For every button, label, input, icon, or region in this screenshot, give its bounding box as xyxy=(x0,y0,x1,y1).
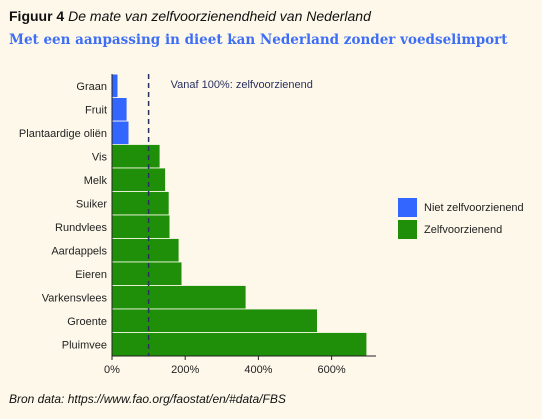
figure-subtitle: Met een aanpassing in dieet kan Nederlan… xyxy=(9,32,508,48)
category-label: Eieren xyxy=(75,269,107,281)
bar xyxy=(112,121,129,145)
category-label: Pluimvee xyxy=(62,339,107,351)
bar xyxy=(112,144,160,168)
category-label: Graan xyxy=(76,81,107,93)
legend-label: Niet zelfvoorzienend xyxy=(424,202,524,214)
category-label: Varkensvlees xyxy=(42,292,108,304)
legend-swatch xyxy=(398,198,417,217)
x-tick-label: 200% xyxy=(171,364,199,376)
bar xyxy=(112,332,367,356)
bar xyxy=(112,238,179,262)
category-label: Aardappels xyxy=(51,245,107,257)
category-label: Rundvlees xyxy=(55,222,107,234)
bar xyxy=(112,262,182,285)
category-label: Fruit xyxy=(85,104,107,116)
category-label: Suiker xyxy=(76,198,108,210)
figure-label: Figuur 4 xyxy=(9,8,65,24)
bar xyxy=(112,74,118,98)
legend-swatch xyxy=(398,220,417,239)
category-label: Vis xyxy=(92,151,108,163)
bar xyxy=(112,285,246,309)
figure-title: Figuur 4 De mate van zelfvoorzienendheid… xyxy=(9,8,371,24)
x-tick-label: 600% xyxy=(318,364,346,376)
bar xyxy=(112,309,317,332)
x-tick-label: 400% xyxy=(244,364,272,376)
bar xyxy=(112,215,170,238)
legend-label: Zelfvoorzienend xyxy=(424,224,502,236)
category-label: Plantaardige oliën xyxy=(19,128,107,140)
bar xyxy=(112,168,166,191)
x-tick-label: 0% xyxy=(104,364,120,376)
data-source: Bron data: https://www.fao.org/faostat/e… xyxy=(9,392,286,406)
category-label: Melk xyxy=(84,175,108,187)
category-label: Groente xyxy=(67,316,107,328)
bar xyxy=(112,191,169,215)
figure-title-text: De mate van zelfvoorzienendheid van Nede… xyxy=(68,8,371,24)
bar xyxy=(112,98,127,121)
reference-line-label: Vanaf 100%: zelfvoorzienend xyxy=(171,79,313,91)
